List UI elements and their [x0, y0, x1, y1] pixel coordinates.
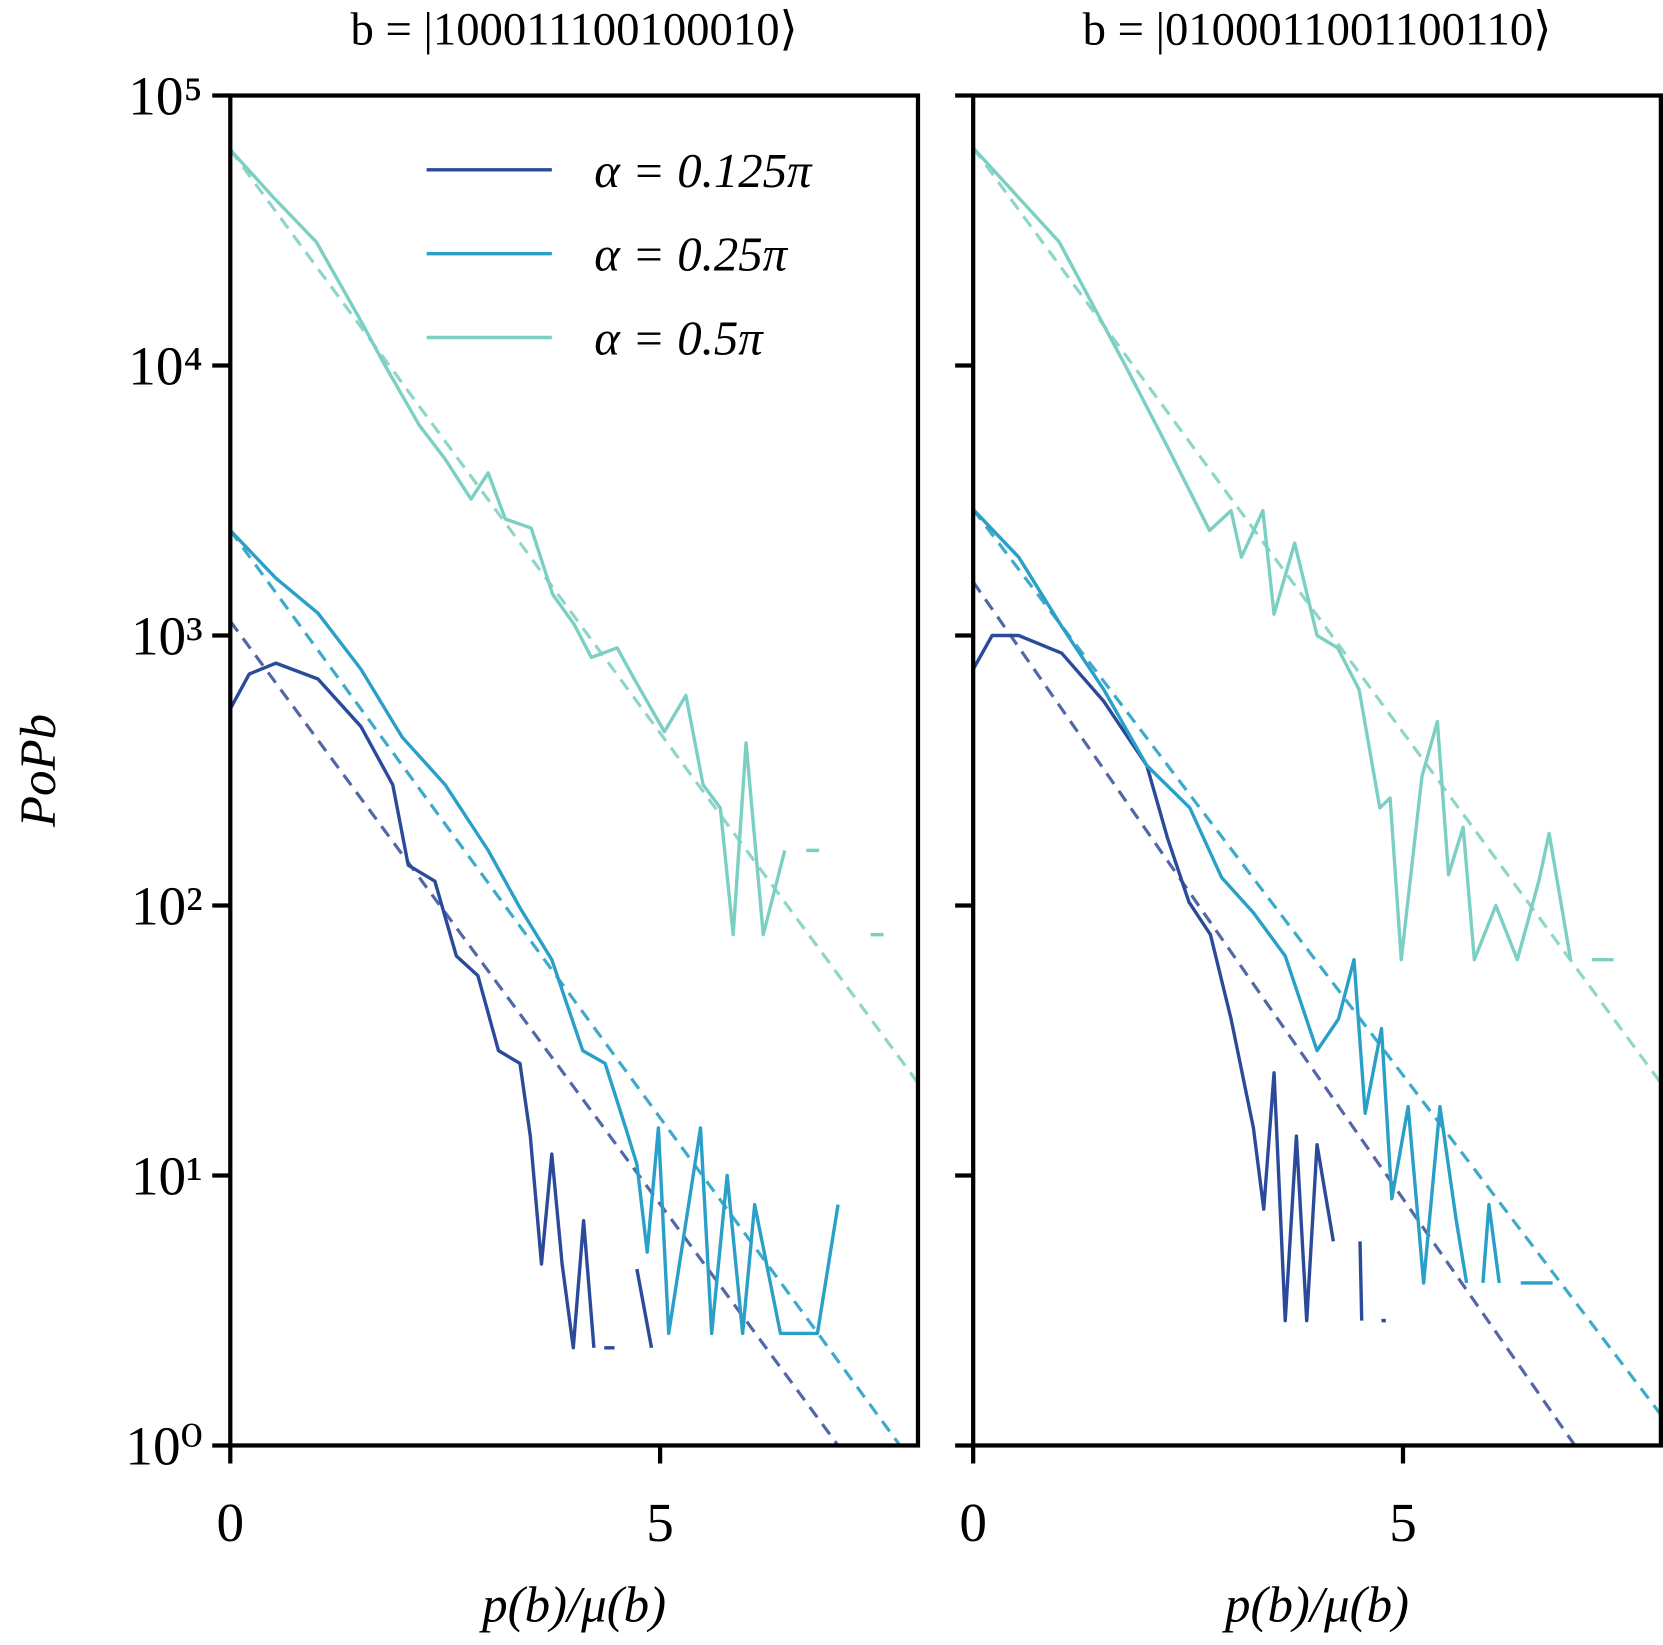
y-tick-label: 10⁵	[128, 66, 202, 127]
fit-line	[230, 529, 902, 1446]
x-tick-label: 0	[959, 1492, 987, 1553]
fit-line	[973, 508, 1661, 1416]
x-tick-label: 0	[216, 1492, 244, 1553]
x-axis-label: p(b)/μ(b)	[479, 1578, 666, 1634]
data-line	[973, 508, 1553, 1285]
plot-area	[973, 146, 1661, 1446]
x-axis-label: p(b)/μ(b)	[1222, 1578, 1409, 1634]
x-tick-label: 5	[1389, 1492, 1417, 1553]
data-line	[973, 146, 1614, 962]
legend-label: α = 0.125π	[594, 144, 813, 198]
fit-line	[230, 148, 918, 1084]
data-line	[230, 148, 884, 937]
fit-line	[973, 580, 1577, 1446]
y-tick-label: 10¹	[131, 1146, 203, 1207]
data-line	[230, 661, 654, 1350]
y-tick-label: 10⁰	[125, 1416, 202, 1477]
plot-frame	[228, 93, 921, 1448]
fit-line	[230, 620, 840, 1446]
data-line	[973, 633, 1386, 1323]
plot-frame	[971, 93, 1663, 1448]
fit-line	[973, 146, 1661, 1084]
legend-label: α = 0.25π	[594, 228, 788, 282]
x-tick-label: 5	[646, 1492, 674, 1553]
y-tick-label: 10²	[131, 876, 203, 937]
data-line	[230, 529, 840, 1336]
legend-label: α = 0.5π	[594, 311, 764, 365]
y-axis-label: PoPb	[11, 714, 67, 828]
plot-area	[230, 148, 918, 1446]
chart-title: b = |100011100100010⟩	[351, 4, 798, 56]
y-tick-label: 10³	[131, 606, 203, 667]
chart-title: b = |0100011001100110⟩	[1083, 4, 1552, 56]
y-tick-label: 10⁴	[128, 336, 202, 397]
